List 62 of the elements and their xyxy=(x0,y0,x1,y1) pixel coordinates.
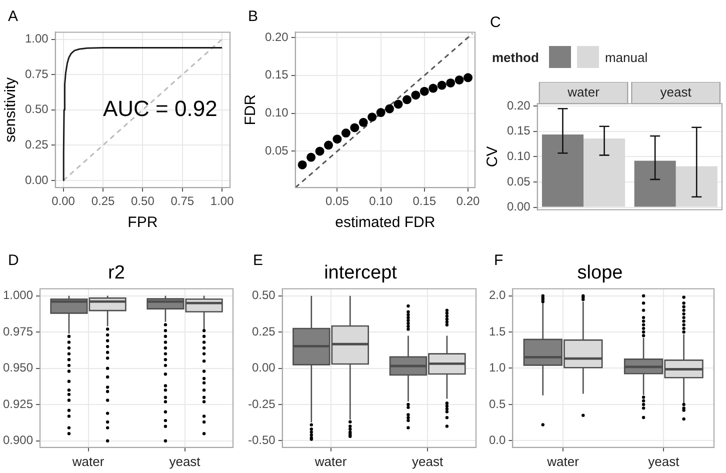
y-tick-label: 2.0 xyxy=(488,288,506,302)
y-tick-label: -0.25 xyxy=(248,396,276,411)
y-tick-label: 0.25 xyxy=(252,324,276,338)
legend-label: manual xyxy=(604,50,648,64)
x-tick-label: water xyxy=(566,84,600,100)
y-tick-label: -0.50 xyxy=(248,433,276,448)
legend-title: method xyxy=(492,50,539,64)
y-tick-label: 0.0 xyxy=(488,432,506,447)
chart-title: slope xyxy=(577,262,623,284)
y-tick-label: 0.00 xyxy=(24,172,49,187)
y-tick-label: 0.50 xyxy=(252,288,276,302)
y-tick-label: 0.10 xyxy=(506,149,531,164)
x-tick-label: yeast xyxy=(169,454,201,469)
text: F xyxy=(494,252,504,269)
chart-title: r2 xyxy=(108,262,125,284)
y-tick-label: 0.15 xyxy=(506,124,531,138)
y-tick-label: 0.20 xyxy=(264,30,289,44)
x-tick-label: 0.05 xyxy=(326,194,350,208)
y-tick-label: 0.15 xyxy=(264,68,289,82)
y-axis-title: CV xyxy=(484,146,502,168)
text: E xyxy=(253,252,264,269)
y-tick-label: 0.950 xyxy=(3,360,34,375)
x-tick-label: 0.75 xyxy=(170,194,194,208)
x-tick-label: 0.20 xyxy=(456,194,480,208)
x-tick-label: 0.50 xyxy=(131,194,155,208)
text: D xyxy=(8,252,19,269)
text: C xyxy=(490,14,501,31)
x-tick-label: 0.00 xyxy=(52,194,76,208)
x-axis-title: FPR xyxy=(128,214,158,232)
x-axis-title: estimated FDR xyxy=(335,214,436,232)
y-tick-label: 0.900 xyxy=(3,433,34,448)
y-tick-label: 1.5 xyxy=(488,324,506,338)
x-tick-label: water xyxy=(314,454,348,469)
y-tick-label: 0.25 xyxy=(24,138,49,152)
y-tick-label: 0.05 xyxy=(264,144,289,158)
text: A xyxy=(8,8,18,25)
y-axis-title: FDR xyxy=(242,94,260,126)
y-tick-label: 0.50 xyxy=(24,102,49,116)
y-axis-title: sensitivity xyxy=(2,76,20,142)
x-tick-label: 1.00 xyxy=(210,194,234,208)
y-tick-label: 0.925 xyxy=(3,396,34,411)
y-tick-label: 1.000 xyxy=(3,288,34,302)
y-tick-label: 1.00 xyxy=(24,32,49,46)
y-tick-label: 0.20 xyxy=(506,98,531,112)
x-tick-label: yeast xyxy=(648,454,680,469)
x-tick-label: 0.15 xyxy=(412,194,436,208)
x-tick-label: 0.10 xyxy=(369,194,393,208)
y-tick-label: 0.00 xyxy=(252,360,276,375)
text: B xyxy=(248,8,258,25)
x-tick-label: water xyxy=(71,454,105,469)
y-tick-label: 1.0 xyxy=(488,360,506,375)
x-tick-label: water xyxy=(546,454,580,469)
y-tick-label: 0.75 xyxy=(24,66,49,81)
y-tick-label: 0.5 xyxy=(488,396,506,411)
annotation: AUC = 0.92 xyxy=(102,96,218,121)
x-tick-label: yeast xyxy=(660,84,692,100)
chart-title: intercept xyxy=(324,262,398,284)
y-tick-label: 0.05 xyxy=(506,174,531,188)
y-tick-label: 0.10 xyxy=(264,106,289,120)
y-tick-label: 0.975 xyxy=(3,324,34,338)
x-tick-label: 0.25 xyxy=(91,194,115,208)
x-tick-label: yeast xyxy=(412,454,444,469)
